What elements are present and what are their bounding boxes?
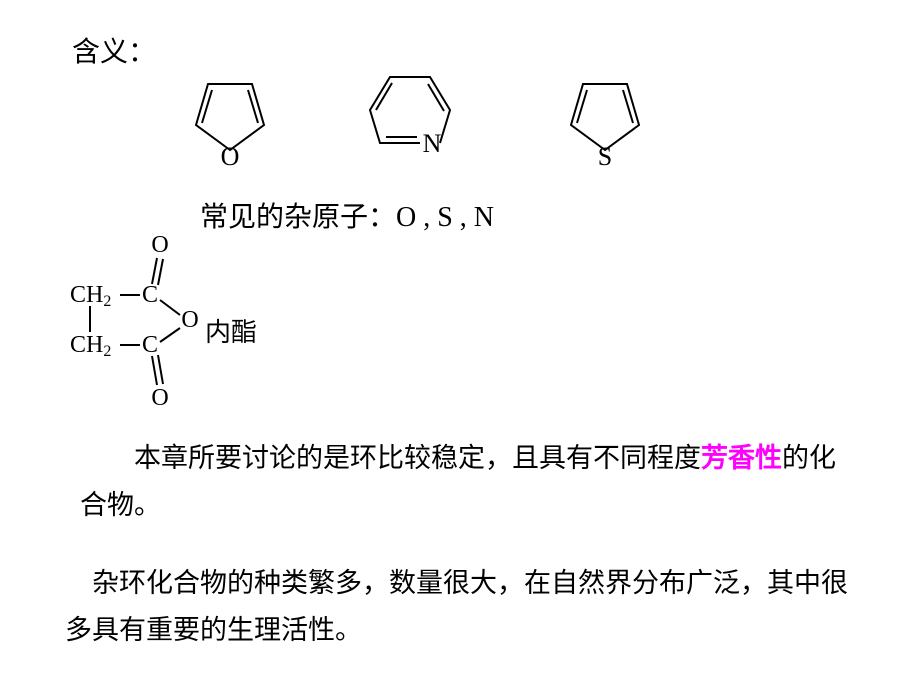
pyridine-structure: N	[355, 45, 475, 175]
lactone-c-bot: C	[142, 332, 158, 358]
paragraph-2: 杂环化合物的种类繁多，数量很大，在自然界分布广泛，其中很多具有重要的生理活性。	[65, 560, 855, 655]
caption-atoms: O , S , N	[396, 202, 494, 233]
caption-prefix: 常见的杂原子：	[200, 202, 396, 233]
paragraph-1: 本章所要讨论的是环比较稳定，且具有不同程度芳香性的化合物。	[80, 435, 850, 530]
lactone-o-bot: O	[151, 385, 168, 411]
lactone-ch2-top: CH2	[70, 282, 111, 310]
heteroatom-caption: 常见的杂原子：O , S , N	[200, 195, 494, 235]
furan-structure: O	[170, 50, 290, 170]
para1-highlight: 芳香性	[701, 443, 782, 473]
thiophene-structure: S	[545, 50, 665, 170]
pyridine-n-label: N	[423, 129, 442, 158]
thiophene-s-label: S	[598, 142, 612, 170]
lactone-label: 内酯	[205, 312, 257, 349]
lactone-o-top: O	[151, 232, 168, 258]
lactone-o-mid: O	[181, 307, 198, 333]
para1-pre: 本章所要讨论的是环比较稳定，且具有不同程度	[134, 443, 701, 473]
furan-o-label: O	[221, 142, 240, 170]
lactone-c-top: C	[142, 282, 158, 308]
lactone-ch2-bot: CH2	[70, 332, 111, 360]
lactone-structure: O CH2 C CH2 C O O	[50, 230, 210, 420]
title-label: 含义：	[72, 30, 156, 70]
